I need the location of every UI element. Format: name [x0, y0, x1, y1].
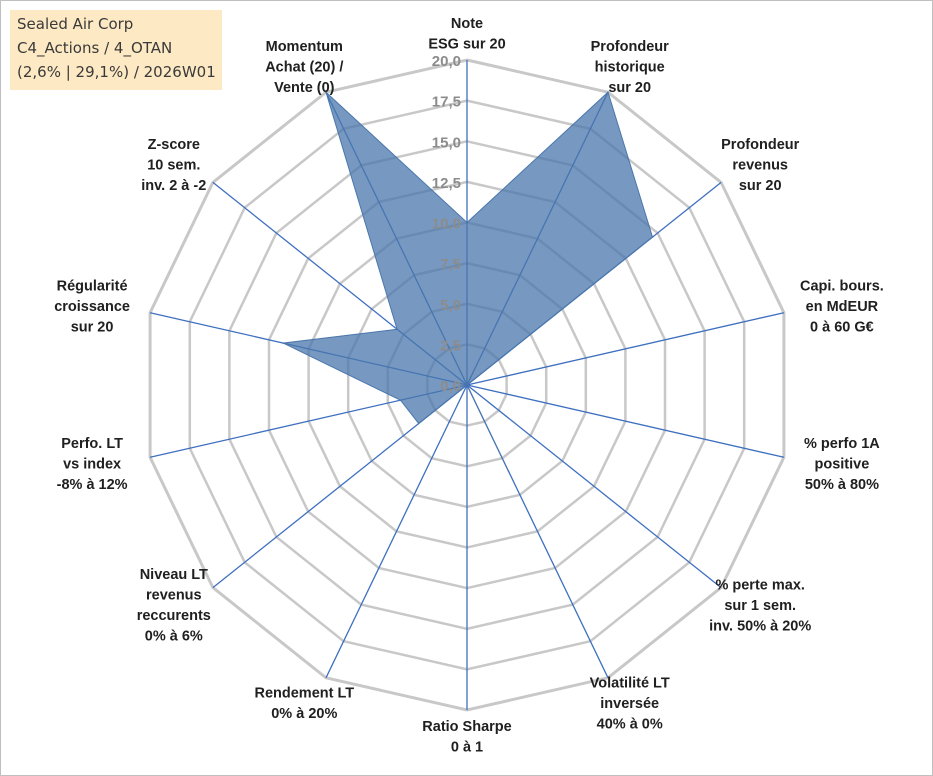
- tick-label-3: 7,5: [440, 256, 461, 273]
- axis-spoke-3: [466, 312, 785, 386]
- axis-label-2: Profondeur revenus sur 20: [721, 137, 799, 194]
- axis-label-10: Perfo. LT vs index -8% à 12%: [57, 436, 128, 493]
- series-area-0: [281, 90, 654, 472]
- tick-label-8: 20,0: [432, 53, 461, 70]
- tick-label-2: 5,0: [440, 297, 461, 314]
- radar-tick-labels: 0,0 2,5 5,0 7,5 10,0 12,5 15,0 17,5 20,0: [432, 53, 461, 395]
- axis-label-5: % perte max. sur 1 sem. inv. 50% à 20%: [709, 577, 811, 634]
- series-point-8: [466, 384, 468, 386]
- axis-label-13: Momentum Achat (20) / Vente (0): [265, 39, 343, 96]
- axis-spoke-5: [466, 384, 722, 589]
- series-point-0: [466, 221, 468, 224]
- radar-axis-labels: Note ESG sur 20 Profondeur historique sur 20…: [54, 16, 884, 756]
- series-point-10: [399, 399, 402, 402]
- radar-series: [281, 90, 654, 473]
- axis-spoke-4: [466, 384, 785, 458]
- tick-label-4: 10,0: [432, 216, 461, 233]
- stats-label: (2,6% | 29,1%) / 2026W01: [17, 63, 216, 81]
- series-point-6: [507, 470, 510, 473]
- category-label: C4_Actions / 4_OTAN: [17, 39, 173, 57]
- axis-label-3: Capi. bours. en MdEUR 0 à 60 G€: [800, 279, 884, 336]
- axis-label-4: % perfo 1A positive 50% à 80%: [804, 436, 880, 493]
- tick-label-5: 12,5: [432, 175, 461, 192]
- series-point-12: [396, 328, 398, 331]
- axis-label-9: Niveau LT revenus reccurents 0% à 6%: [137, 567, 211, 645]
- series-point-11: [282, 342, 285, 344]
- series-point-1: [607, 91, 609, 93]
- series-point-13: [325, 91, 327, 93]
- series-point-9: [417, 422, 420, 425]
- axis-label-11: Régularité croissance sur 20: [54, 279, 130, 336]
- tick-label-6: 15,0: [432, 134, 461, 151]
- axis-label-7: Ratio Sharpe 0 à 1: [422, 719, 511, 756]
- axis-label-6: Volatilité LT inversée 40% à 0%: [590, 675, 670, 732]
- company-name: Sealed Air Corp: [17, 15, 134, 33]
- series-point-2: [651, 236, 654, 238]
- axis-spoke-8: [325, 384, 468, 679]
- axis-label-1: Profondeur historique sur 20: [591, 39, 669, 96]
- tick-label-0: 0,0: [440, 378, 461, 395]
- axis-label-8: Rendement LT 0% à 20%: [254, 686, 354, 723]
- tick-label-7: 17,5: [432, 94, 461, 111]
- axis-label-0: Note ESG sur 20: [428, 16, 505, 53]
- info-box: Sealed Air Corp C4_Actions / 4_OTAN (2,6…: [10, 10, 222, 90]
- axis-label-12: Z-score 10 sem. inv. 2 à -2: [141, 137, 206, 194]
- tick-label-1: 2,5: [440, 337, 461, 354]
